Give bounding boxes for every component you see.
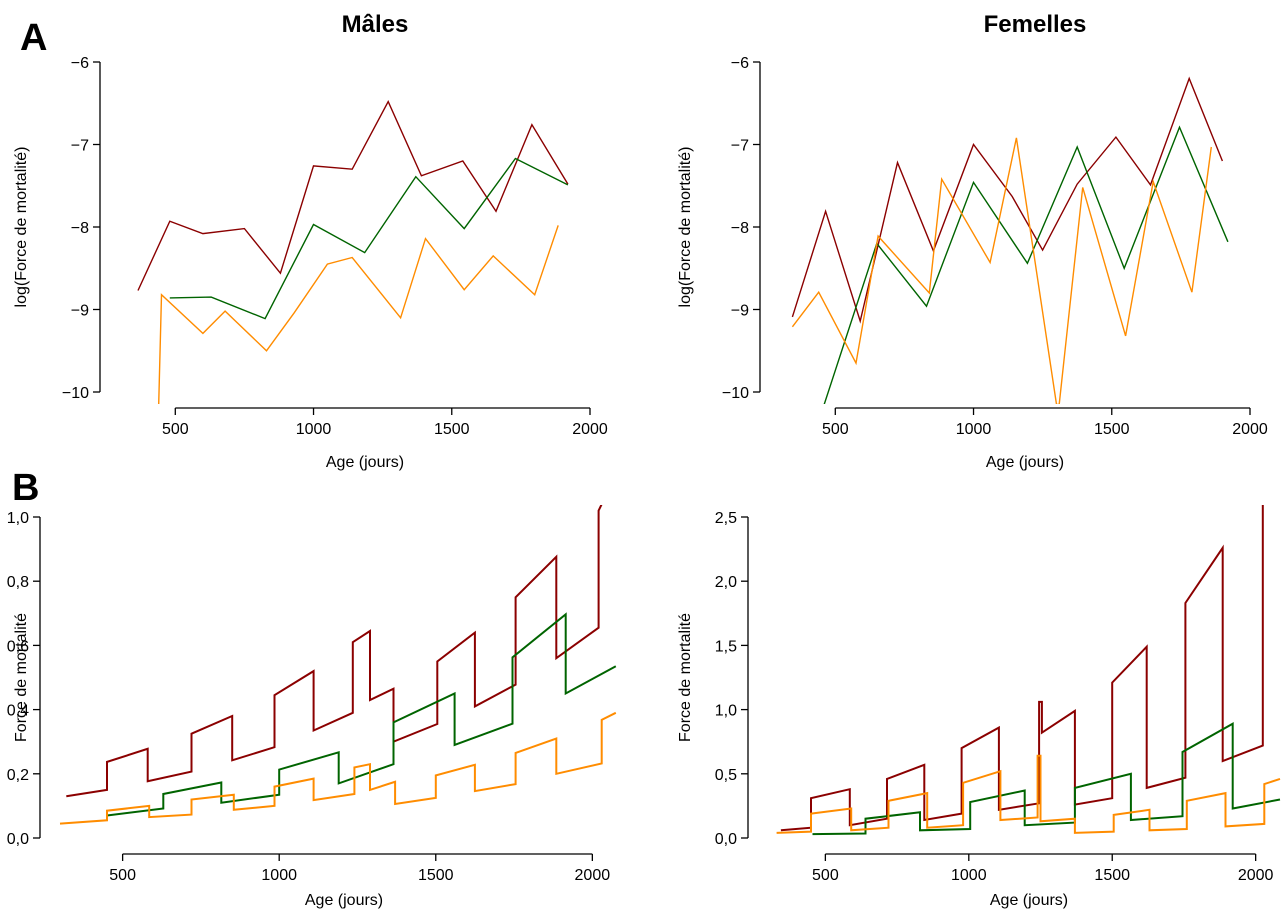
x-tick-label: 1000 [296,421,332,438]
x-tick-label: 500 [162,421,189,438]
x-tick-label: 1000 [956,421,992,438]
y-tick-label: −9 [731,303,749,320]
y-axis-label: Force de mortalité [13,613,30,742]
x-tick-label: 500 [822,421,849,438]
x-axis-label: Age (jours) [305,892,383,909]
chart-title: Femelles [984,11,1087,38]
y-tick-label: 1,5 [715,638,737,655]
y-axis-label: log(Force de mortalité) [13,147,30,308]
y-tick-label: 0,2 [7,767,29,784]
x-tick-label: 1500 [418,867,454,884]
y-tick-label: 0,8 [7,574,29,591]
chart-title: Mâles [342,11,409,38]
y-tick-label: 1,0 [715,703,737,720]
x-tick-label: 1500 [1094,867,1130,884]
series-line-3 [59,711,617,825]
y-axis-label: Force de mortalité [677,613,694,742]
series-line-2 [823,125,1229,404]
x-tick-label: 500 [109,867,136,884]
chart-females-force: 0,0 0,5 1,0 1,5 2,0 2,5 500 1000 1500 2000 Age (jo… [677,505,1281,909]
x-axis-label: Age (jours) [326,454,404,471]
series-line-3 [791,137,1212,404]
chart-males-log: Mâles −10 −9 −8 −7 −6 500 1000 1500 2000 Age (jour… [13,11,608,471]
panel-label-b: B [12,467,39,509]
y-tick-label: −10 [62,385,89,402]
x-tick-label: 1500 [1094,421,1130,438]
series-line-1 [780,505,1264,832]
y-tick-label: 2,5 [715,510,737,527]
y-tick-label: −7 [71,138,89,155]
y-tick-label: 2,0 [715,574,737,591]
x-tick-label: 1000 [261,867,297,884]
x-tick-label: 2000 [575,867,611,884]
series-line-1 [137,100,569,291]
x-tick-label: 1500 [434,421,470,438]
x-tick-label: 500 [812,867,839,884]
panel-label-a: A [20,17,47,59]
y-tick-label: −8 [731,220,749,237]
x-axis-label: Age (jours) [986,454,1064,471]
y-tick-label: −8 [71,220,89,237]
y-tick-label: −6 [71,55,89,72]
chart-males-force: 0,0 0,2 0,4 0,6 0,8 1,0 500 1000 1500 2000 Age (jo… [7,505,617,909]
y-tick-label: −10 [722,385,749,402]
chart-females-log: Femelles −10 −9 −8 −7 −6 500 1000 1500 2000 Age (j… [677,11,1268,471]
x-tick-label: 2000 [1238,867,1274,884]
series-line-2 [106,612,617,817]
x-tick-label: 2000 [572,421,608,438]
series-line-3 [776,754,1281,834]
series-line-1 [791,76,1224,324]
series-line-3 [158,225,559,404]
y-tick-label: 0,0 [7,831,29,848]
y-tick-label: 0,0 [715,831,737,848]
x-axis-label: Age (jours) [990,892,1068,909]
y-tick-label: 0,6 [7,638,29,655]
x-tick-label: 1000 [951,867,987,884]
y-axis-label: log(Force de mortalité) [677,147,694,308]
x-tick-label: 2000 [1232,421,1268,438]
y-tick-label: 0,4 [7,703,29,720]
series-line-2 [169,157,569,320]
y-tick-label: −6 [731,55,749,72]
series-line-1 [66,505,603,798]
y-tick-label: 1,0 [7,510,29,527]
y-tick-label: −9 [71,303,89,320]
y-tick-label: −7 [731,138,749,155]
series-line-2 [812,721,1281,836]
y-tick-label: 0,5 [715,767,737,784]
